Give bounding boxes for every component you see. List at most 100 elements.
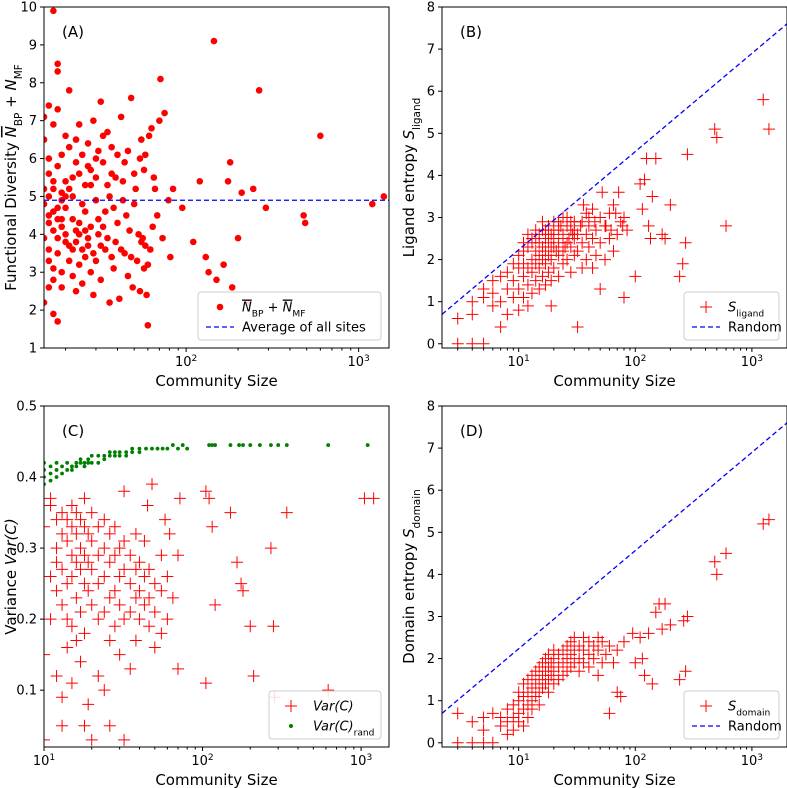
data-point bbox=[124, 577, 137, 590]
data-point bbox=[451, 312, 464, 325]
data-point bbox=[596, 186, 609, 199]
data-point bbox=[110, 265, 117, 272]
data-point bbox=[92, 577, 105, 590]
data-point bbox=[673, 270, 686, 283]
data-point bbox=[582, 240, 595, 253]
data-point bbox=[573, 665, 586, 678]
data-point bbox=[257, 443, 262, 447]
data-point bbox=[44, 733, 50, 746]
data-point bbox=[65, 620, 78, 633]
data-point bbox=[78, 246, 86, 253]
data-point bbox=[589, 249, 602, 262]
data-point bbox=[133, 257, 141, 265]
data-point bbox=[78, 460, 83, 465]
data-point bbox=[78, 280, 86, 287]
data-point bbox=[136, 155, 144, 162]
data-point bbox=[150, 174, 158, 181]
data-point bbox=[380, 193, 388, 200]
y-tick-label: 0.3 bbox=[16, 542, 37, 557]
data-point bbox=[148, 606, 161, 619]
data-point bbox=[594, 236, 607, 249]
data-point bbox=[82, 460, 87, 465]
data-point bbox=[166, 591, 179, 604]
data-point bbox=[118, 563, 131, 576]
y-tick-label: 6 bbox=[427, 484, 435, 499]
data-point bbox=[163, 527, 176, 540]
data-point bbox=[477, 283, 490, 296]
legend-marker bbox=[700, 301, 712, 313]
data-point bbox=[44, 234, 48, 242]
data-point bbox=[75, 231, 83, 238]
data-point bbox=[54, 60, 61, 68]
data-point bbox=[210, 37, 218, 45]
data-point bbox=[108, 549, 121, 562]
data-point bbox=[78, 151, 86, 159]
data-point bbox=[85, 534, 98, 547]
panel-a: 1 2 3 4 5 6 7 8 9 10 102 103 Community Size Functiona… bbox=[2, 1, 390, 390]
data-point bbox=[78, 627, 91, 640]
data-point bbox=[70, 634, 83, 647]
data-point bbox=[81, 208, 89, 215]
data-point bbox=[98, 684, 111, 697]
data-point bbox=[78, 457, 83, 462]
data-point bbox=[466, 308, 479, 321]
data-point bbox=[228, 284, 236, 291]
data-point bbox=[133, 584, 146, 597]
data-point bbox=[365, 443, 370, 447]
data-point bbox=[50, 513, 63, 526]
data-point bbox=[124, 453, 129, 458]
legend-frame bbox=[197, 291, 382, 341]
data-point bbox=[78, 549, 91, 562]
data-point bbox=[545, 253, 558, 266]
data-point bbox=[226, 159, 234, 166]
data-point bbox=[138, 598, 151, 611]
data-point bbox=[368, 200, 376, 208]
y-tick-label: 7 bbox=[427, 43, 435, 58]
data-point bbox=[44, 648, 50, 661]
data-point bbox=[95, 215, 102, 223]
data-point bbox=[74, 464, 79, 469]
data-point bbox=[136, 287, 144, 295]
data-point bbox=[486, 274, 499, 287]
data-point bbox=[74, 563, 87, 576]
data-point bbox=[644, 232, 657, 245]
data-point bbox=[525, 266, 538, 279]
data-point bbox=[54, 162, 61, 170]
data-point bbox=[196, 177, 204, 185]
data-point bbox=[607, 198, 620, 211]
data-point bbox=[586, 232, 599, 245]
data-point bbox=[244, 620, 257, 633]
data-point bbox=[213, 276, 220, 284]
data-point bbox=[199, 485, 212, 498]
y-tick-label: 8 bbox=[427, 1, 435, 16]
data-point bbox=[48, 471, 53, 476]
data-point bbox=[89, 453, 94, 458]
data-point bbox=[61, 641, 74, 654]
data-point bbox=[249, 185, 257, 193]
data-point bbox=[564, 266, 577, 279]
data-point bbox=[559, 240, 572, 253]
x-tick-label: 102 bbox=[175, 354, 197, 370]
legend-label: Sdomain bbox=[728, 700, 770, 719]
data-point bbox=[269, 443, 273, 447]
data-point bbox=[153, 212, 161, 219]
y-tick-label: 3 bbox=[427, 211, 435, 226]
data-point bbox=[130, 446, 135, 451]
data-point bbox=[237, 584, 250, 597]
data-point bbox=[70, 464, 74, 469]
data-point bbox=[58, 215, 66, 223]
data-point bbox=[231, 556, 244, 569]
data-point bbox=[521, 711, 534, 724]
panel-label: (A) bbox=[62, 23, 84, 41]
y-tick-label: 0.5 bbox=[16, 400, 37, 415]
y-tick-label: 0 bbox=[427, 736, 435, 751]
data-point bbox=[577, 198, 590, 211]
data-point bbox=[117, 246, 125, 253]
data-point bbox=[547, 262, 560, 275]
data-point bbox=[616, 219, 629, 232]
data-point bbox=[525, 287, 538, 300]
data-point bbox=[267, 620, 280, 633]
data-point bbox=[65, 460, 70, 465]
data-point bbox=[124, 272, 132, 280]
data-point bbox=[65, 677, 78, 690]
